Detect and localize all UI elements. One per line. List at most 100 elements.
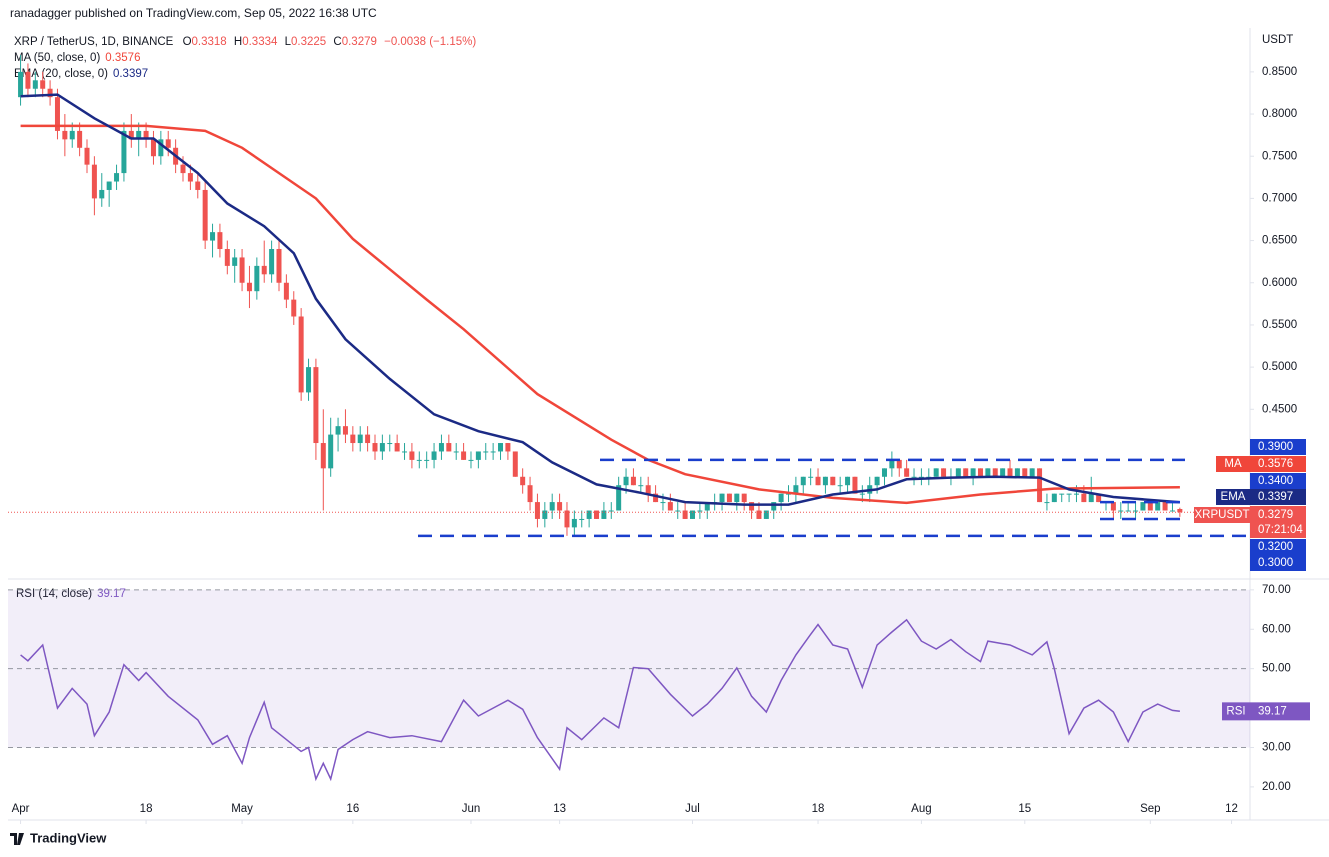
candle-body (1066, 493, 1072, 495)
candle-body (84, 147, 90, 165)
candle-body (571, 518, 577, 528)
candle-body (365, 434, 371, 444)
candle-body (557, 502, 563, 511)
level-tag-box (1250, 555, 1306, 571)
x-tick-label: Sep (1140, 803, 1160, 815)
candle-body (682, 510, 688, 519)
candle-body (1007, 468, 1013, 477)
candle-body (756, 510, 762, 519)
l-value: 0.3225 (291, 36, 326, 48)
candle-body (941, 468, 947, 477)
candle-body (1088, 493, 1094, 503)
l-label: L (285, 36, 292, 48)
level-tag-box (1250, 539, 1306, 555)
candle-body (453, 451, 459, 453)
ma-value: 0.3576 (105, 52, 140, 64)
candle-body (763, 510, 769, 519)
x-tick-label: May (231, 803, 253, 815)
rsi-tag: RSI (1226, 705, 1245, 717)
candle-body (918, 476, 924, 478)
y-tick-label: 0.7500 (1262, 150, 1297, 162)
candle-body (254, 265, 260, 292)
candle-body (1059, 493, 1065, 495)
candle-body (911, 476, 917, 478)
candle-body (1000, 468, 1006, 477)
candle-body (232, 257, 238, 266)
candle-body (815, 476, 821, 486)
rsi-y-tick-label: 60.00 (1262, 623, 1291, 635)
candle-body (150, 139, 156, 157)
candle-body (859, 493, 865, 495)
candle-body (372, 443, 378, 452)
candle-body (1096, 493, 1102, 503)
candle-body (1029, 468, 1035, 477)
candle-body (54, 97, 60, 131)
candle-body (99, 189, 105, 199)
candle-body (1081, 493, 1087, 503)
candle-body (483, 451, 489, 453)
change: −0.0038 (−1.15%) (384, 36, 476, 48)
candle-body (778, 493, 784, 503)
ema-name: EMA (20, close, 0) (14, 68, 108, 80)
unit-label: USDT (1262, 34, 1293, 46)
ma-tag-box (1216, 456, 1250, 472)
candle-body (143, 130, 149, 140)
footer: TradingView (30, 830, 107, 845)
candle-body (852, 476, 858, 494)
candle-body (438, 443, 444, 452)
y-tick-label: 0.6500 (1262, 235, 1297, 247)
candle-body (667, 502, 673, 511)
candle-body (165, 139, 171, 148)
candle-body (468, 459, 474, 461)
candle-body (623, 476, 629, 486)
c-value: 0.3279 (342, 36, 377, 48)
level-tag: 0.3400 (1258, 475, 1293, 487)
candle-body (586, 510, 592, 519)
candle-body (1155, 502, 1161, 511)
rsi-tag-box (1222, 702, 1250, 721)
candle-body (1014, 468, 1020, 477)
ma-value-box (1250, 456, 1306, 472)
candle-body (1177, 508, 1183, 513)
candle-body (874, 476, 880, 486)
level-tag-box (1250, 473, 1306, 489)
ma-line (20, 124, 1180, 505)
candle-body (357, 434, 363, 444)
rsi-y-tick-label: 70.00 (1262, 584, 1291, 596)
level-tag: 0.3000 (1258, 557, 1293, 569)
candle-body (542, 510, 548, 519)
candle-body (47, 88, 53, 98)
candle-body (1133, 510, 1139, 512)
symbol-tag: XRPUSDT (1195, 509, 1250, 521)
candle-body (136, 130, 142, 140)
candle-body (527, 485, 533, 503)
y-tick-label: 0.5500 (1262, 319, 1297, 331)
candle-body (342, 426, 348, 435)
candle-body (837, 485, 843, 487)
rsi-value: 39.17 (97, 588, 126, 600)
x-tick-label: 12 (1225, 803, 1238, 815)
candle-body (62, 130, 68, 140)
candle-body (1147, 502, 1153, 511)
candle-body (785, 493, 791, 495)
candle-body (970, 468, 976, 477)
ma-line (20, 93, 1180, 506)
ma-value-tag: 0.3397 (1258, 491, 1293, 503)
candle-body (195, 181, 201, 190)
level-tag: 0.3900 (1258, 441, 1293, 453)
candle-body (719, 493, 725, 503)
candle-body (1037, 468, 1043, 503)
candle-body (697, 510, 703, 512)
candle-body (1110, 502, 1116, 511)
candle-body (202, 189, 208, 241)
x-tick-label: Apr (12, 803, 30, 815)
logo (10, 833, 24, 845)
candle-body (350, 434, 356, 444)
candle-body (416, 459, 422, 461)
candle-body (734, 493, 740, 503)
candle-body (653, 493, 659, 503)
candle-body (977, 468, 983, 477)
candle-body (298, 316, 304, 393)
rsi-name: RSI (14, close) (16, 588, 92, 600)
x-tick-label: 16 (346, 803, 359, 815)
